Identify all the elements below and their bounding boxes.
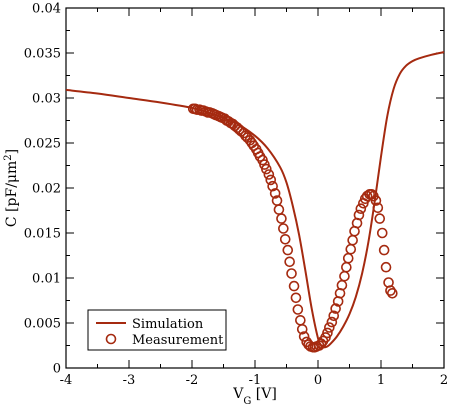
y-tick-label: 0.04 <box>32 2 61 17</box>
measurement-point <box>326 316 338 328</box>
measurement-point <box>370 195 382 206</box>
y-tick-label: 0.03 <box>32 92 61 107</box>
measurement-point <box>286 268 297 279</box>
y-tick-label: 0.01 <box>32 272 61 287</box>
measurement-point <box>385 285 396 296</box>
measurement-point <box>328 310 340 322</box>
y-axis-label-main: C [pF/μm <box>4 161 20 227</box>
measurement-point <box>378 244 390 256</box>
measurement-point <box>330 303 341 314</box>
measurement-point <box>292 304 304 315</box>
x-tick-label: -4 <box>60 373 73 388</box>
x-tick-label: 0 <box>314 373 322 388</box>
legend-label-measurement: Measurement <box>132 333 224 348</box>
y-tick-label: 0.02 <box>32 182 61 197</box>
y-tick-label: 0.015 <box>24 227 61 242</box>
series-layer <box>65 51 445 353</box>
measurement-point <box>374 213 386 224</box>
x-tick-labels: -4 -3 -2 -1 0 1 2 <box>60 373 448 388</box>
x-axis-label: VG [V] <box>232 386 277 405</box>
measurement-point <box>263 169 275 180</box>
measurement-point <box>380 261 392 273</box>
x-tick-label: -1 <box>249 373 262 388</box>
measurement-point <box>276 213 287 224</box>
measurement-point <box>282 244 294 256</box>
measurement-point <box>284 256 295 268</box>
x-tick-label: 2 <box>440 373 448 388</box>
y-tick-label: 0.025 <box>24 137 61 152</box>
measurement-point <box>322 327 333 339</box>
measurement-point <box>269 188 281 199</box>
measurement-point <box>279 234 291 245</box>
plot-area <box>65 7 445 369</box>
measurement-point <box>267 180 278 192</box>
measurement-point <box>278 223 289 234</box>
x-tick-label: -2 <box>186 373 199 388</box>
y-tick-labels: 0 0.005 0.01 0.015 0.02 0.025 0.03 0.035 0.04 <box>24 2 61 377</box>
y-axis-label-rest: ] <box>4 149 20 154</box>
measurement-point <box>372 202 384 214</box>
x-tick-label: -3 <box>123 373 136 388</box>
y-axis-label-sup: 2 <box>3 154 14 160</box>
measurement-point <box>387 287 398 299</box>
x-axis-label-rest: [V] <box>251 386 276 402</box>
legend: Simulation Measurement <box>87 309 227 351</box>
measurement-point <box>288 280 300 292</box>
y-tick-label: 0.005 <box>24 317 61 332</box>
legend-marker-sample <box>105 333 117 345</box>
measurement-point <box>376 227 388 239</box>
y-tick-label: 0.035 <box>24 47 61 62</box>
measurement-point <box>353 209 365 221</box>
x-axis-label-sub: G <box>243 396 251 405</box>
measurement-point <box>261 163 272 175</box>
measurement-point <box>296 323 308 335</box>
y-axis-label: C [pF/μm2] <box>3 149 21 227</box>
x-axis-label-main: V <box>232 386 244 402</box>
measurement-point <box>290 292 302 304</box>
measurement-point <box>298 331 310 342</box>
y-tick-label: 0 <box>53 362 61 377</box>
measurement-point <box>265 174 277 186</box>
measurement-point <box>355 203 367 214</box>
measurement-point <box>324 322 335 333</box>
x-tick-label: 1 <box>377 373 385 388</box>
legend-label-simulation: Simulation <box>132 317 204 332</box>
